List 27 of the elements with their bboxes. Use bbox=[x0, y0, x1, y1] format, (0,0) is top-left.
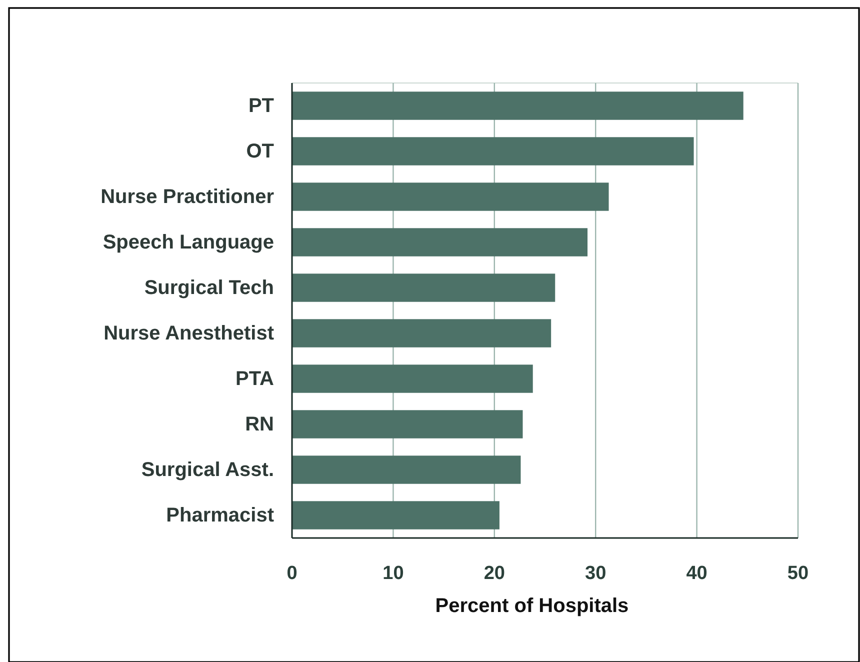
bar bbox=[292, 319, 552, 348]
bar bbox=[292, 137, 694, 166]
y-tick-label: RN bbox=[245, 413, 274, 436]
x-tick-label: 40 bbox=[686, 563, 708, 584]
x-tick-label: 10 bbox=[382, 563, 404, 584]
x-tick-label: 20 bbox=[484, 563, 505, 584]
x-axis-title: Percent of Hospitals bbox=[435, 595, 629, 617]
y-tick-label: Surgical Asst. bbox=[141, 458, 274, 481]
bar bbox=[292, 274, 556, 302]
y-tick-label: Nurse Practitioner bbox=[100, 186, 274, 208]
bar bbox=[292, 501, 500, 530]
x-tick-label: 30 bbox=[585, 563, 606, 584]
bar bbox=[292, 410, 523, 438]
bar bbox=[292, 228, 588, 256]
y-tick-label: Pharmacist bbox=[166, 504, 274, 526]
bar bbox=[292, 182, 609, 211]
x-tick-label: 0 bbox=[286, 563, 298, 584]
y-tick-label: OT bbox=[246, 140, 274, 162]
bar bbox=[292, 364, 533, 393]
x-tick-label: 50 bbox=[787, 563, 809, 584]
y-tick-label: PTA bbox=[235, 368, 274, 390]
bar bbox=[292, 456, 521, 484]
bar bbox=[292, 92, 744, 120]
y-tick-label: Nurse Anesthetist bbox=[104, 322, 274, 344]
y-tick-label: PT bbox=[248, 94, 274, 117]
y-tick-label: Speech Language bbox=[102, 231, 274, 254]
y-tick-label: Surgical Tech bbox=[144, 276, 274, 299]
